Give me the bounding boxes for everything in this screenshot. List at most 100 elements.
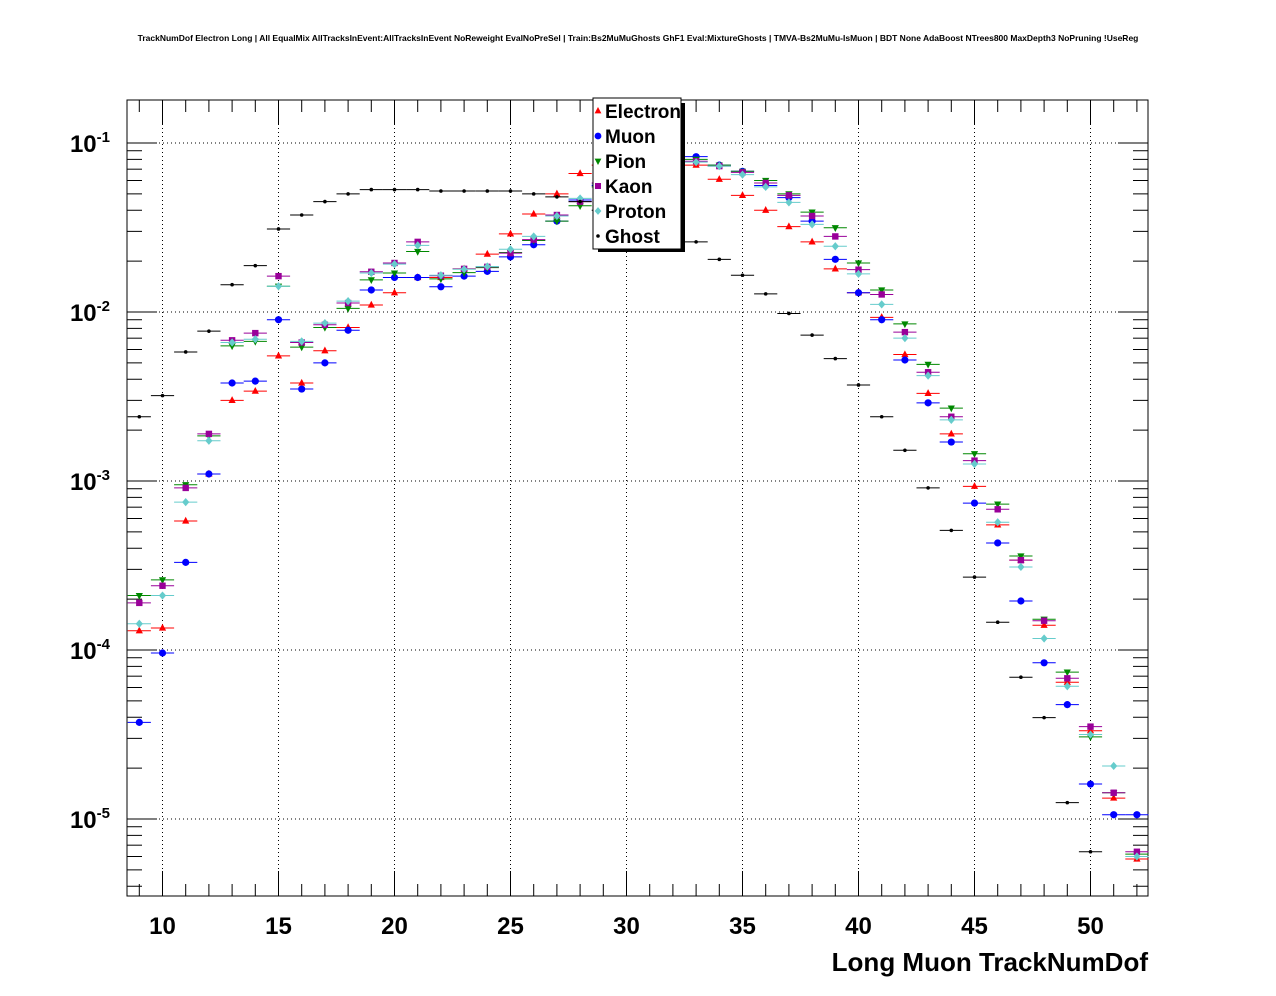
- ghost-point: [207, 329, 211, 333]
- proton-point: [437, 271, 445, 280]
- x-tick-label: 35: [729, 913, 756, 940]
- muon-point: [854, 289, 863, 297]
- pion-point: [994, 501, 1002, 509]
- ghost-point: [1042, 715, 1046, 720]
- legend-marker-proton: [594, 207, 602, 215]
- electron-point: [251, 386, 259, 394]
- x-tick-label: 50: [1077, 913, 1104, 940]
- y-tick-exponent: -4: [97, 636, 111, 653]
- ghost-point: [949, 528, 954, 533]
- y-tick-base: 10: [70, 300, 97, 327]
- ghost-point: [926, 486, 930, 490]
- kaon-point: [159, 582, 166, 589]
- electron-point: [947, 429, 955, 437]
- muon-point: [1017, 597, 1025, 605]
- muon-point: [1063, 701, 1071, 709]
- proton-point: [274, 282, 283, 291]
- muon-point: [970, 499, 979, 507]
- pion-point: [1063, 669, 1071, 677]
- proton-point: [692, 158, 700, 167]
- legend-marker-ghost: [596, 234, 600, 238]
- y-tick-label: 10-2: [70, 298, 110, 327]
- pion-point: [947, 405, 955, 413]
- kaon-point: [1064, 675, 1071, 682]
- kaon-point: [808, 212, 816, 220]
- electron-point: [576, 169, 584, 177]
- electron-point: [1086, 726, 1095, 734]
- legend-marker-pion: [594, 158, 602, 165]
- proton-point: [1040, 634, 1048, 643]
- ghost-point: [972, 575, 977, 579]
- y-tick-exponent: -1: [97, 129, 110, 146]
- muon-point: [1133, 811, 1141, 819]
- pion-point: [298, 344, 306, 352]
- x-tick-label: 45: [961, 913, 988, 940]
- ghost-point: [879, 414, 884, 419]
- kaon-point: [1133, 848, 1141, 855]
- electron-point: [274, 351, 283, 359]
- proton-point: [1133, 852, 1141, 861]
- proton-point: [878, 300, 886, 309]
- ghost-point: [833, 356, 838, 361]
- legend-box: [592, 97, 682, 250]
- y-tick-label: 10-4: [70, 636, 111, 665]
- proton-point: [251, 335, 259, 344]
- proton-point: [762, 182, 770, 191]
- kaon-point: [994, 506, 1001, 513]
- muon-point: [182, 558, 190, 566]
- muon-point: [414, 273, 422, 282]
- ghost-point: [276, 227, 281, 231]
- ghost-point: [392, 187, 397, 192]
- proton-point: [947, 415, 955, 424]
- ghost-point: [160, 393, 165, 398]
- y-tick-exponent: -2: [97, 298, 110, 315]
- electron-point: [321, 346, 329, 354]
- legend-marker-muon: [594, 132, 602, 140]
- x-tick-label: 40: [845, 913, 872, 940]
- electron-point: [808, 237, 816, 245]
- proton-point: [831, 242, 839, 251]
- ghost-point: [995, 620, 1000, 625]
- electron-point: [1040, 621, 1048, 628]
- ghost-point: [740, 273, 745, 278]
- kaon-point: [901, 328, 909, 336]
- legend: Electron Muon Pion Kaon Proton Ghost: [592, 97, 685, 252]
- electron-point: [506, 229, 515, 237]
- legend-label-proton: Proton: [605, 202, 666, 223]
- electron-point: [715, 175, 723, 182]
- ghost-point: [369, 187, 374, 192]
- electron-point: [738, 191, 747, 198]
- proton-point: [483, 262, 491, 271]
- x-axis-title: Long Muon TrackNumDof: [832, 947, 1149, 977]
- muon-point: [530, 241, 538, 249]
- proton-point: [901, 334, 909, 343]
- ghost-point: [253, 263, 258, 268]
- proton-point: [924, 371, 932, 380]
- kaon-point: [832, 233, 839, 240]
- x-tick-label: 20: [381, 913, 408, 940]
- electron-point: [367, 300, 375, 308]
- proton-point: [530, 232, 538, 241]
- kaon-point: [785, 192, 793, 199]
- pion-point: [390, 270, 399, 278]
- ghost-point: [694, 240, 698, 244]
- ghost-point: [323, 199, 327, 204]
- muon-point: [205, 470, 213, 478]
- y-tick-exponent: -3: [97, 467, 110, 484]
- y-tick-base: 10: [70, 131, 97, 158]
- pion-point: [228, 343, 236, 351]
- muon-point: [158, 649, 167, 657]
- ghost-point: [462, 189, 466, 193]
- proton-point: [738, 170, 747, 179]
- proton-point: [576, 194, 584, 203]
- proton-point: [808, 220, 816, 229]
- electron-point: [553, 189, 561, 197]
- electron-point: [831, 264, 839, 272]
- electron-point: [135, 626, 143, 634]
- muon-point: [994, 539, 1002, 547]
- ghost-point: [1065, 800, 1070, 805]
- ghost-point: [1088, 849, 1093, 854]
- muon-point: [1110, 811, 1118, 819]
